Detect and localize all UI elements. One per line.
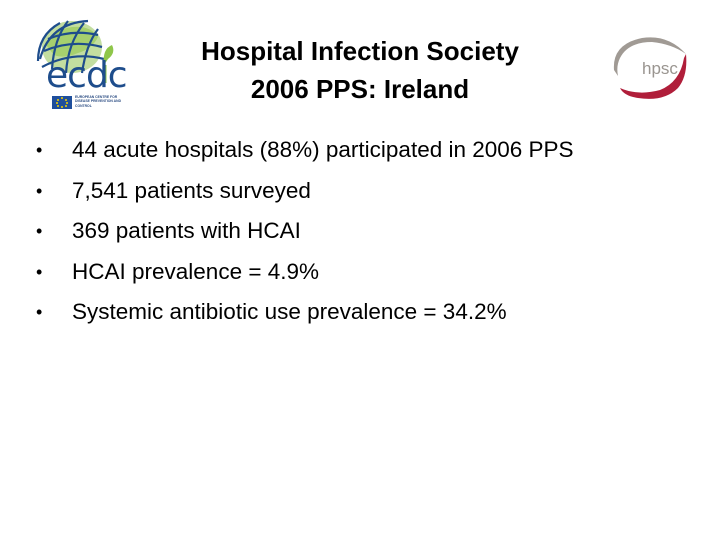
globe-icon <box>36 19 114 83</box>
bullet-item: • 44 acute hospitals (88%) participated … <box>36 130 574 171</box>
bullet-item: • 369 patients with HCAI <box>36 211 574 252</box>
ecdc-wordmark: ecdc <box>46 55 128 96</box>
hpsc-logo: hpsc <box>608 30 690 104</box>
eu-flag-icon <box>52 96 72 109</box>
bullet-item: • HCAI prevalence = 4.9% <box>36 252 574 293</box>
bullet-item: • Systemic antibiotic use prevalence = 3… <box>36 292 574 333</box>
bullet-text: 369 patients with HCAI <box>72 218 301 243</box>
bullet-text: HCAI prevalence = 4.9% <box>72 258 320 284</box>
slide-title: Hospital Infection Society 2006 PPS: Ire… <box>120 32 600 108</box>
bullet-icon: • <box>36 221 43 241</box>
bullet-icon: • <box>36 261 43 282</box>
bullet-icon: • <box>36 302 43 322</box>
bullet-text: 44 acute hospitals (88%) participated in… <box>72 137 574 162</box>
bullet-text: Systemic antibiotic use prevalence = 34.… <box>72 299 507 324</box>
title-line-2: 2006 PPS: Ireland <box>250 74 470 104</box>
ecdc-logo <box>32 15 124 115</box>
title-line-1: Hospital Infection Society <box>201 36 519 66</box>
bullet-text: 7,541 patients surveyed <box>72 177 311 203</box>
bullet-item: • 7,541 patients surveyed <box>36 171 574 212</box>
hpsc-wordmark: hpsc <box>642 59 678 78</box>
bullet-icon: • <box>36 180 43 201</box>
bullet-list: • 44 acute hospitals (88%) participated … <box>36 130 574 333</box>
ecdc-subtitle: European Centre for Disease Prevention a… <box>75 95 122 108</box>
bullet-icon: • <box>36 140 43 160</box>
